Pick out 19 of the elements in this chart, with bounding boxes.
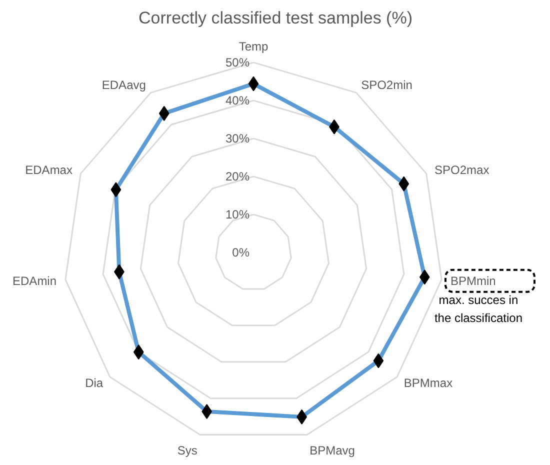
y-tick-label: 50% — [225, 56, 250, 70]
spoke-label: BPMmin — [450, 274, 496, 288]
spoke-label: Sys — [177, 443, 198, 458]
spoke-label: SPO2max — [434, 162, 490, 177]
spoke-label: BPMavg — [310, 443, 355, 458]
y-tick-label: 40% — [225, 94, 250, 108]
text: max. succes in the classification — [434, 292, 522, 326]
spoke-label: BPMmax — [404, 376, 453, 390]
y-tick-label: 30% — [225, 132, 250, 146]
spoke-label: EDAmin — [12, 274, 57, 288]
spoke-label: Dia — [85, 376, 104, 390]
spoke-label: Temp — [238, 40, 268, 54]
spoke-label: EDAavg — [102, 78, 146, 92]
y-tick-label: 10% — [225, 208, 250, 222]
y-tick-label: 20% — [225, 170, 250, 184]
spoke-label: SPO2min — [361, 78, 412, 92]
chart-title: Correctly classified test samples (%) — [138, 8, 412, 28]
spoke-label: EDAmax — [25, 162, 72, 177]
y-tick-label: 0% — [232, 246, 250, 260]
